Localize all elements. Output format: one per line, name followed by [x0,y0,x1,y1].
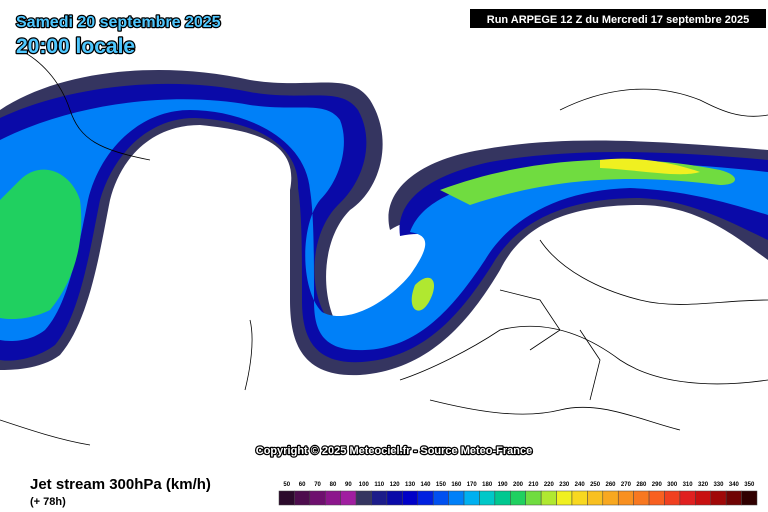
legend-swatch [479,490,496,506]
run-label: Run ARPEGE 12 Z du Mercredi 17 septembre… [487,14,749,26]
legend-label: 310 [683,482,694,488]
date-label: Samedi 20 septembre 2025 [16,14,221,31]
legend-swatch [278,490,295,506]
legend-swatch [494,490,511,506]
legend-swatch [695,490,711,506]
legend-label: 350 [744,482,755,488]
legend-swatch [417,490,434,506]
legend-label: 240 [575,482,586,488]
legend-swatch [617,490,634,506]
legend-swatch [448,490,465,506]
jet-band-inner [0,99,768,351]
copyright: Copyright © 2025 Meteociel.fr - Source M… [256,445,532,457]
legend-swatch [340,490,357,506]
jet-band-outer [0,70,768,376]
legend-label: 170 [467,482,478,488]
legend-label: 330 [713,482,724,488]
legend-label: 150 [436,482,447,488]
jet-band-mid [0,83,768,363]
footer-title: Jet stream 300hPa (km/h) [30,476,211,493]
jet-field [0,70,768,376]
legend-swatch [741,490,758,506]
legend-label: 220 [544,482,555,488]
legend-swatch [633,490,650,506]
jet-core-max [600,158,700,175]
legend-swatch [725,490,742,506]
legend-swatch [325,490,341,506]
jet-core-south [411,277,435,311]
legend-label: 230 [559,482,570,488]
legend-label: 110 [374,482,384,488]
legend-swatch [294,490,311,506]
legend-label: 210 [528,482,539,488]
legend-label: 180 [482,482,493,488]
legend-label: 280 [636,482,647,488]
legend-swatch [386,490,403,506]
legend-label: 80 [330,482,337,488]
color-legend: 50 60 70 80 90 100 110 120 130 140 150 160 170 180 190… [278,482,758,506]
legend-swatch [371,490,388,506]
legend-swatch [432,490,449,506]
legend-label: 160 [451,482,462,488]
legend-label: 340 [729,482,740,488]
legend-label: 60 [299,482,306,488]
legend-swatch [710,490,727,506]
legend-swatch [525,490,542,506]
footer-lead: (+ 78h) [30,496,66,508]
legend-swatch [679,490,696,506]
legend-label: 70 [314,482,321,488]
legend-swatch [540,490,557,506]
legend-swatch [664,490,681,506]
legend-swatch [602,490,619,506]
legend-swatch [463,490,480,506]
legend-label: 90 [345,482,352,488]
legend-swatch [309,490,326,506]
legend-swatch [402,490,419,506]
legend-swatch [355,490,372,506]
legend-swatch [571,490,588,506]
legend-label: 140 [420,482,431,488]
legend-label: 250 [590,482,601,488]
legend-label: 270 [621,482,632,488]
legend-label: 50 [283,482,290,488]
legend-label: 260 [606,482,617,488]
run-box [470,9,766,28]
legend-label: 130 [405,482,416,488]
legend-swatch [648,490,665,506]
jet-core-west [0,169,82,320]
legend-label: 200 [513,482,524,488]
legend-label: 190 [498,482,509,488]
legend-label: 300 [667,482,678,488]
legend-swatch [587,490,604,506]
legend-label: 120 [390,482,401,488]
time-label: 20:00 locale [16,35,135,58]
legend-label: 290 [652,482,663,488]
legend-label: 320 [698,482,709,488]
legend-label: 100 [359,482,370,488]
legend-swatch [510,490,526,506]
coastlines [0,49,768,446]
legend-swatch [556,490,573,506]
